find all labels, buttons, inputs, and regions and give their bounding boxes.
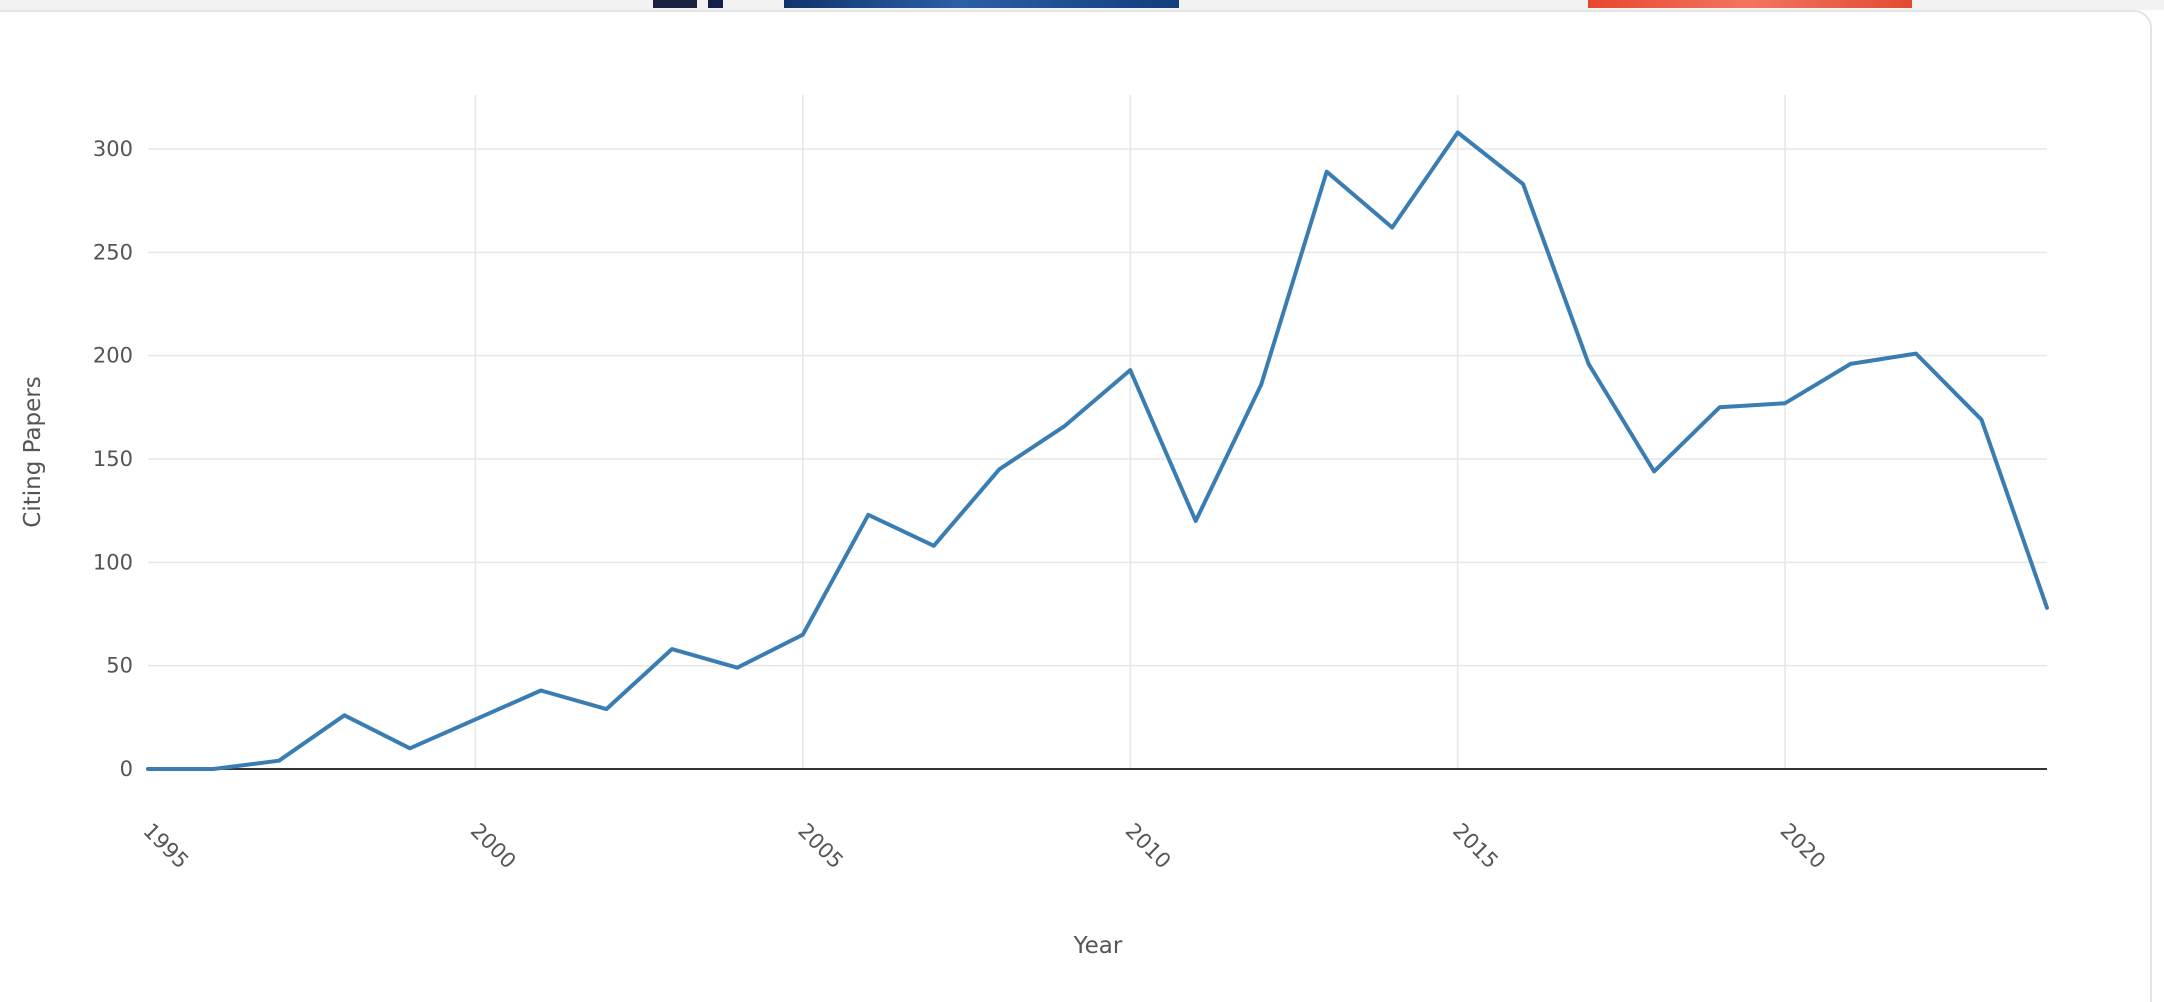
x-tick-label: 2005 (793, 819, 848, 874)
thumbnail-image (1588, 0, 1912, 8)
series-group (146, 130, 2049, 771)
y-tick-label: 150 (93, 447, 133, 471)
y-axis-title: Citing Papers (20, 376, 46, 527)
thumbnail-image (784, 0, 1179, 8)
x-tick-label: 2010 (1121, 819, 1176, 874)
y-tick-label: 250 (93, 240, 133, 264)
x-tick-label: 1995 (138, 819, 193, 874)
thumbnail-image (653, 0, 697, 8)
series-line (146, 130, 2049, 771)
chart-card (0, 10, 2152, 1002)
thumbnail-image (708, 0, 723, 8)
y-tick-label: 50 (106, 654, 133, 678)
x-tick-label: 2020 (1776, 819, 1831, 874)
y-tick-label: 100 (93, 550, 133, 574)
y-tick-label: 200 (93, 344, 133, 368)
x-axis-ticks: 1995 2000 2005 2010 2015 2020 (138, 819, 1830, 874)
y-gridlines (148, 148, 2047, 667)
x-gridlines (474, 95, 1786, 769)
y-tick-label: 300 (93, 137, 133, 161)
x-tick-label: 2015 (1448, 819, 1503, 874)
x-tick-label: 2000 (466, 819, 521, 874)
y-axis-ticks: 0 50 100 150 200 250 300 (93, 137, 133, 781)
y-tick-label: 0 (120, 757, 133, 781)
background-strip (0, 0, 2164, 10)
x-axis-title: Year (1073, 933, 1123, 959)
